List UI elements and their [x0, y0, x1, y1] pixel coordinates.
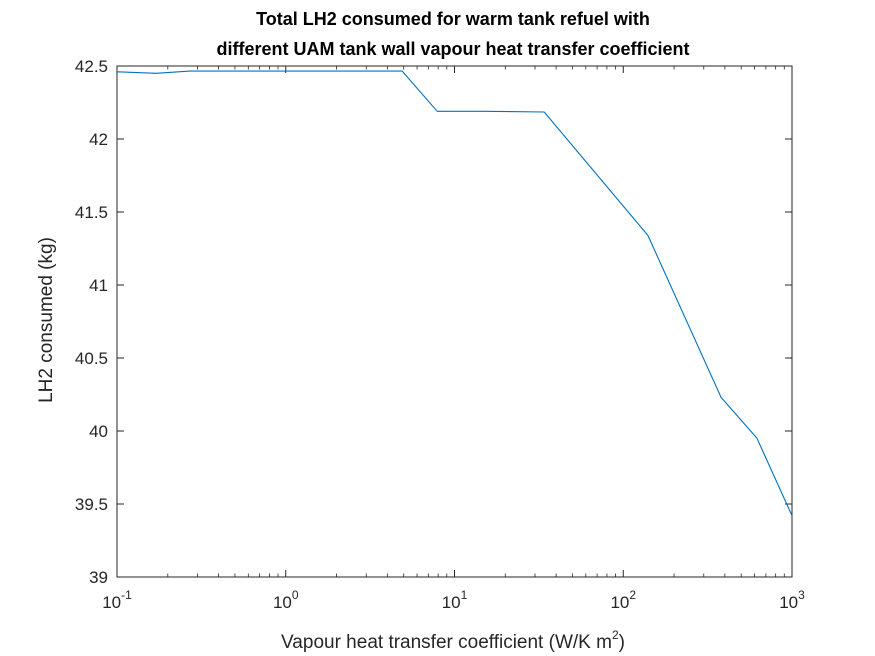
y-tick-label: 39 [89, 568, 108, 587]
y-tick-label: 40 [89, 422, 108, 441]
x-tick-label-base: 10 [442, 593, 461, 612]
plot-frame [116, 65, 793, 578]
x-tick-label-base: 10 [779, 593, 798, 612]
y-tick-label: 42 [89, 130, 108, 149]
series-line-0 [116, 70, 793, 516]
x-tick-label-base: 10 [610, 593, 629, 612]
y-tick-label: 41.5 [75, 203, 108, 222]
x-tick-label-exponent: 2 [629, 588, 636, 602]
x-tick-label: 102 [610, 588, 636, 612]
y-tick-label: 41 [89, 276, 108, 295]
x-axis-label-main: Vapour heat transfer coefficient (W/K m [281, 632, 612, 653]
x-axis-label: Vapour heat transfer coefficient (W/K m2… [281, 628, 625, 653]
x-tick-label: 101 [442, 588, 468, 612]
chart-title-line-1: Total LH2 consumed for warm tank refuel … [256, 9, 650, 29]
y-tick-label: 39.5 [75, 495, 108, 514]
x-axis-label-superscript: 2 [612, 628, 619, 642]
x-axis-label-suffix: ) [619, 632, 625, 653]
x-tick-label-base: 10 [273, 593, 292, 612]
x-tick-label: 100 [273, 588, 299, 612]
x-tick-label-exponent: 1 [461, 588, 468, 602]
x-tick-label-exponent: 0 [292, 588, 299, 602]
y-axis-label: LH2 consumed (kg) [36, 237, 57, 403]
x-tick-label-exponent: 3 [798, 588, 805, 602]
y-tick-label: 40.5 [75, 349, 108, 368]
y-tick-label: 42.5 [75, 57, 108, 76]
x-tick-label: 103 [779, 588, 805, 612]
x-tick-label-exponent: -1 [121, 588, 132, 602]
chart-title-line-2: different UAM tank wall vapour heat tran… [216, 39, 689, 59]
x-tick-label-base: 10 [102, 593, 121, 612]
x-tick-label: 10-1 [102, 588, 132, 612]
